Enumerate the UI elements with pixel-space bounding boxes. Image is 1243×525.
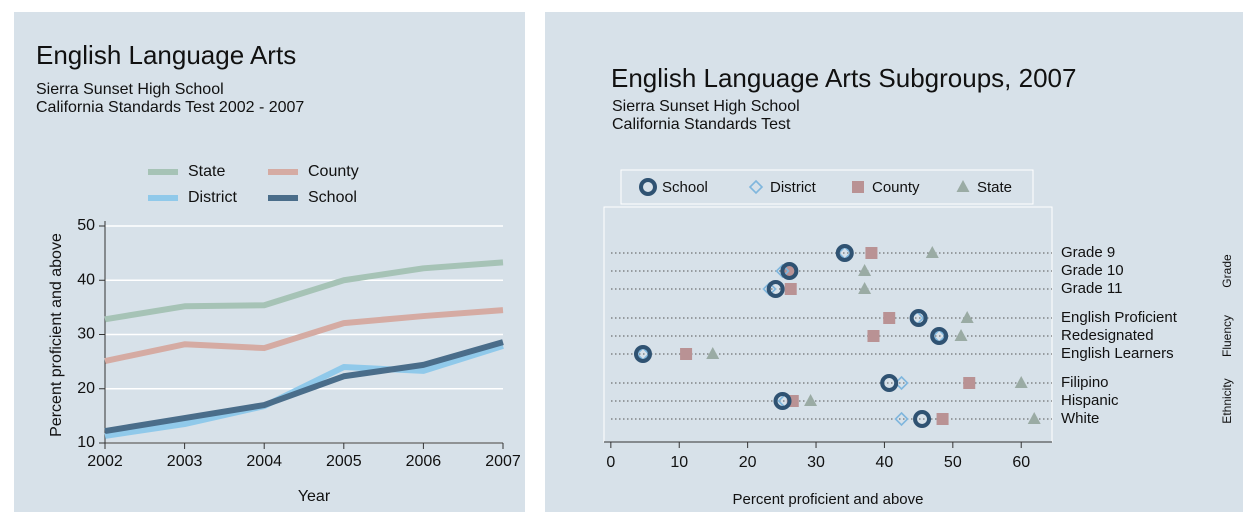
marker-school — [913, 410, 932, 428]
legend-label: District — [188, 189, 237, 206]
subtitle: California Standards Test 2002 - 2007 — [36, 99, 304, 116]
x-axis-title: Year — [298, 488, 331, 505]
x-tick-label: 2006 — [406, 453, 442, 470]
marker-county — [784, 283, 797, 295]
marker-school — [909, 309, 928, 327]
x-tick-label: 40 — [876, 454, 894, 471]
marker-state — [960, 311, 974, 323]
y-tick-label: 30 — [77, 326, 95, 343]
subtitle: Sierra Sunset High School — [36, 81, 224, 98]
subtitle: California Standards Test — [612, 116, 791, 133]
x-tick-label: 50 — [944, 454, 962, 471]
legend-label: School — [662, 179, 708, 196]
marker-county — [963, 377, 976, 389]
category-label: Grade 11 — [1061, 280, 1122, 297]
legend-label: State — [188, 163, 225, 180]
series-line — [104, 339, 504, 435]
series-line — [104, 259, 504, 323]
x-tick-label: 2003 — [167, 453, 203, 470]
category-label: English Learners — [1061, 345, 1174, 362]
x-tick-label: 2007 — [485, 453, 521, 470]
category-label: Grade 10 — [1061, 262, 1124, 279]
y-tick-label: 40 — [77, 271, 95, 288]
panel-left — [14, 12, 525, 512]
marker-county — [865, 247, 878, 259]
category-label: Redesignated — [1061, 327, 1154, 344]
marker-state — [1027, 412, 1041, 424]
marker-district — [775, 263, 790, 279]
marker-school — [633, 345, 652, 363]
panel-right — [545, 12, 1243, 512]
legend-label: State — [977, 179, 1012, 196]
marker-county — [883, 312, 896, 324]
y-tick-label: 50 — [77, 217, 95, 234]
y-tick-label: 20 — [77, 380, 95, 397]
x-tick-label: 10 — [670, 454, 688, 471]
x-tick-label: 2005 — [326, 453, 362, 470]
legend-label: County — [308, 163, 359, 180]
x-tick-label: 2004 — [246, 453, 282, 470]
group-label: Grade — [1220, 254, 1234, 288]
marker-state — [858, 264, 872, 276]
chart-title: English Language Arts Subgroups, 2007 — [611, 63, 1076, 93]
chart-title: English Language Arts — [36, 40, 296, 70]
marker-county — [852, 181, 864, 193]
x-tick-label: 60 — [1012, 454, 1030, 471]
x-tick-label: 20 — [739, 454, 757, 471]
legend-label: School — [308, 189, 357, 206]
marker-district — [748, 179, 764, 195]
x-tick-label: 2002 — [87, 453, 123, 470]
marker-county — [867, 330, 880, 342]
marker-county — [680, 348, 693, 360]
marker-county — [936, 413, 949, 425]
y-axis-title: Percent proficient and above — [48, 233, 65, 437]
marker-school — [780, 262, 799, 280]
series-line — [104, 307, 504, 365]
marker-school — [773, 392, 792, 410]
marker-district — [894, 411, 909, 427]
category-label: Hispanic — [1061, 392, 1119, 409]
marker-school — [766, 280, 785, 298]
category-label: Filipino — [1061, 374, 1109, 391]
category-label: White — [1061, 410, 1099, 427]
marker-state — [954, 329, 968, 341]
x-tick-label: 0 — [606, 454, 615, 471]
series-line — [104, 343, 504, 439]
group-label: Ethnicity — [1220, 378, 1234, 423]
legend-label: District — [770, 179, 817, 196]
marker-state — [925, 246, 939, 258]
x-axis-title: Percent proficient and above — [733, 491, 924, 508]
x-tick-label: 30 — [807, 454, 825, 471]
group-label: Fluency — [1220, 315, 1234, 357]
subtitle: Sierra Sunset High School — [612, 98, 800, 115]
marker-state — [1014, 376, 1028, 388]
category-label: Grade 9 — [1061, 244, 1115, 261]
marker-state — [858, 282, 872, 294]
marker-school — [639, 178, 657, 196]
legend-label: County — [872, 179, 920, 196]
category-label: English Proficient — [1061, 309, 1178, 326]
marker-state — [804, 394, 818, 406]
marker-school — [835, 244, 854, 262]
marker-school — [930, 327, 949, 345]
y-tick-label: 10 — [77, 434, 95, 451]
marker-state — [706, 347, 720, 359]
marker-state — [956, 180, 970, 192]
marker-school — [880, 374, 899, 392]
